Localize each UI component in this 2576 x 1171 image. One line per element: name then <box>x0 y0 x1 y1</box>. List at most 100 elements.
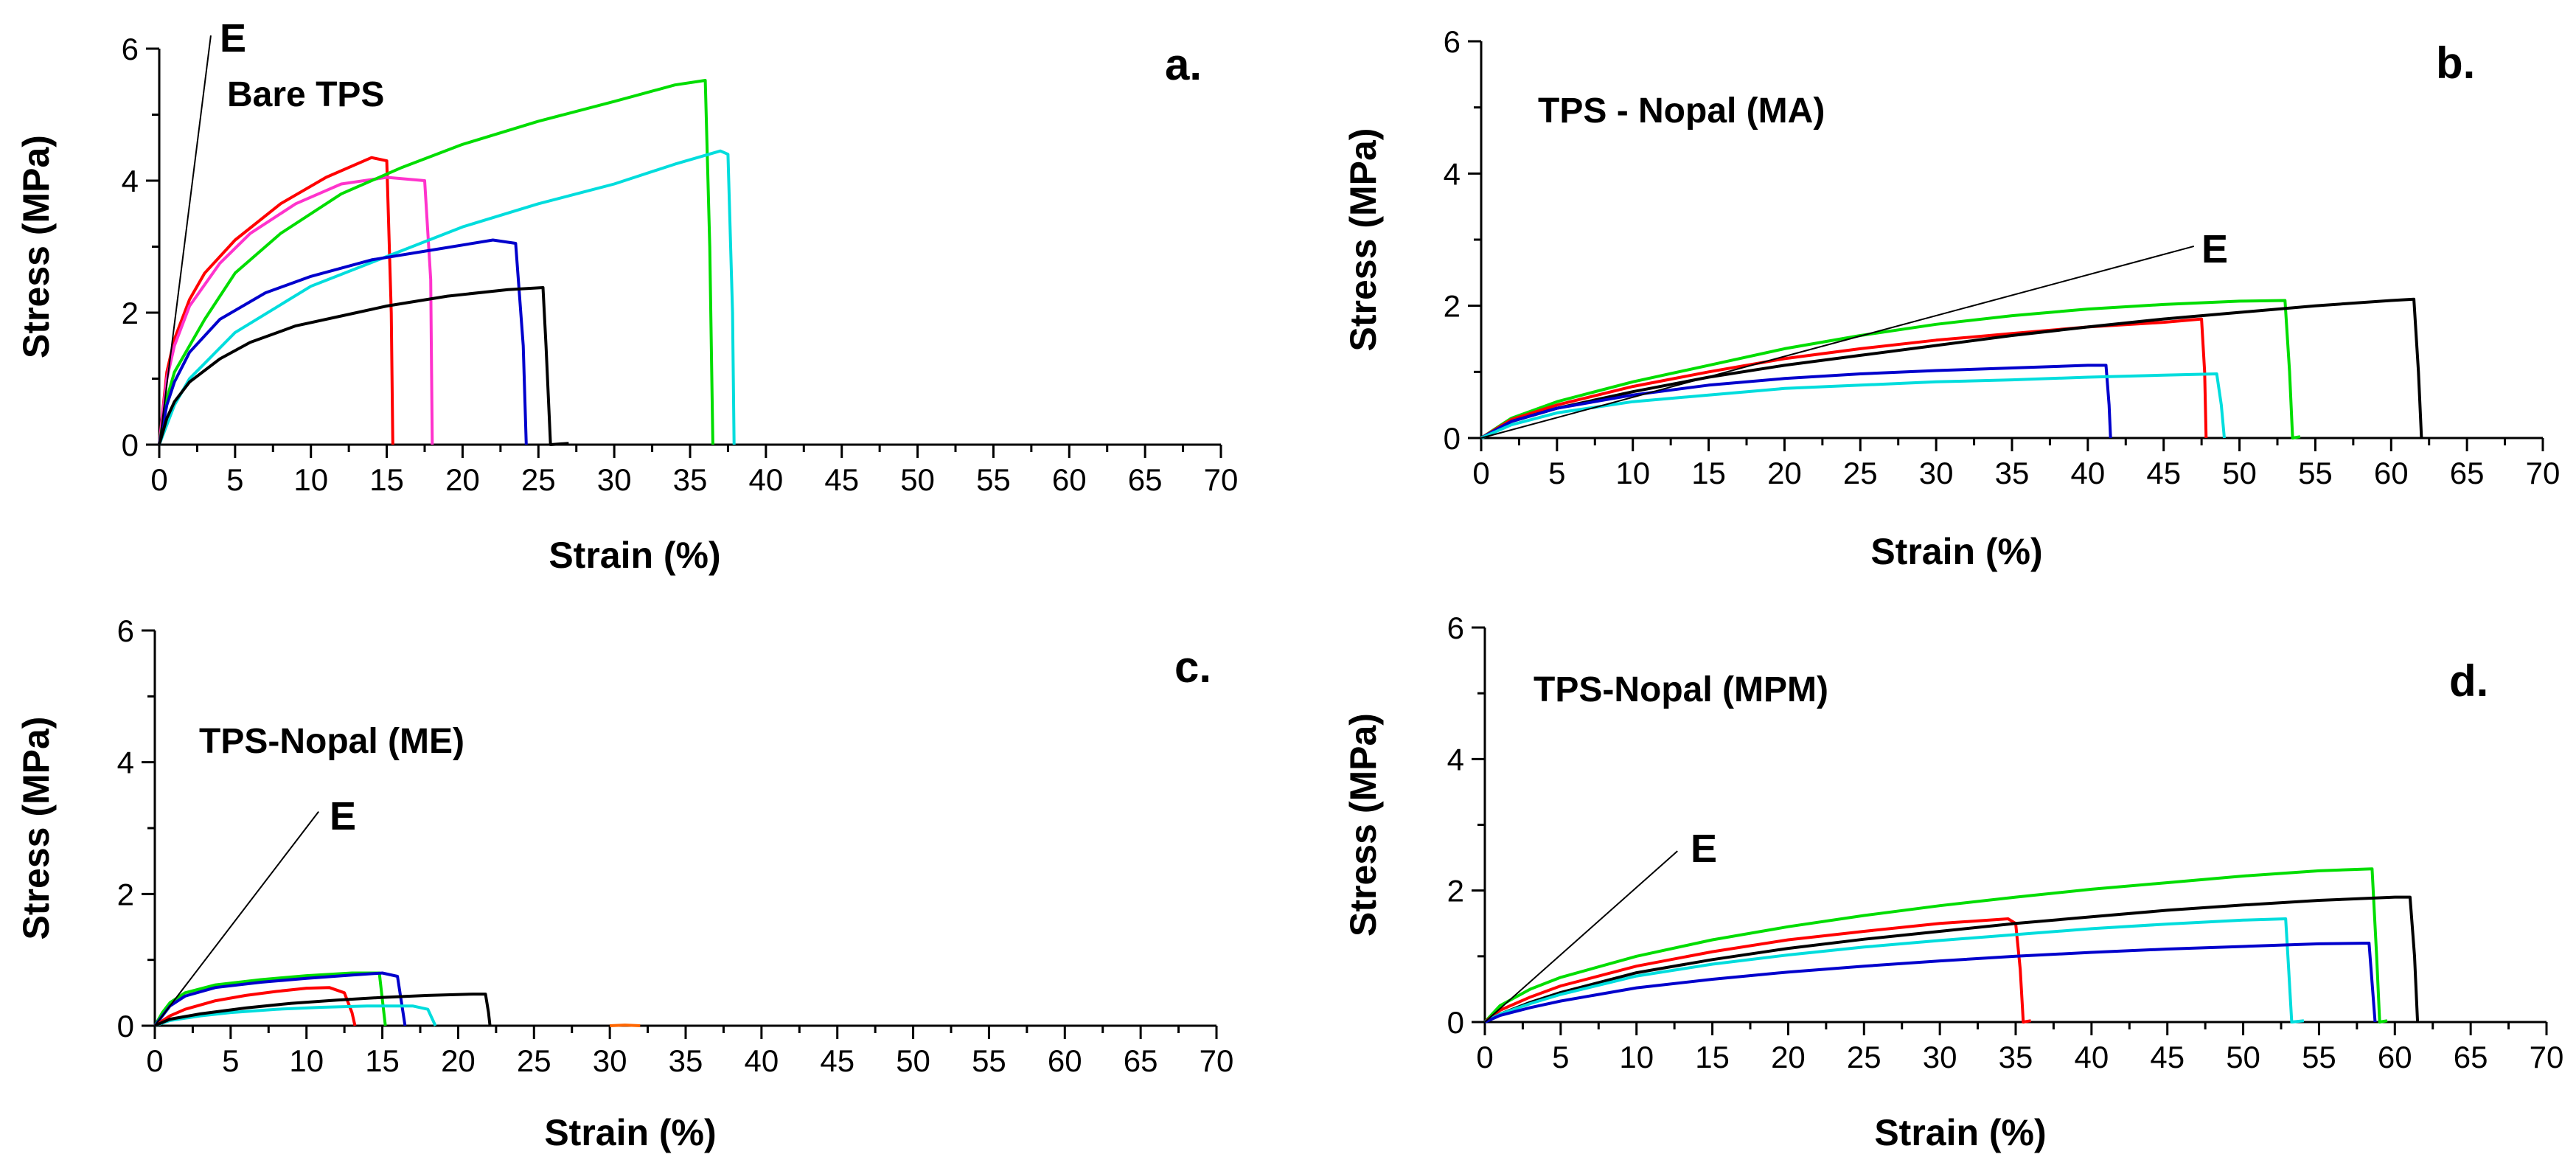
panel-d: 0 5 10 15 20 25 30 35 40 45 50 55 60 65 70 0 2 4 6 Strain (… <box>1343 611 2563 1153</box>
x-tick-label: 15 <box>369 462 404 497</box>
x-tick-label: 25 <box>1847 1040 1881 1074</box>
x-tick-label: 65 <box>2450 456 2485 490</box>
x-tick-label: 20 <box>1767 456 1802 490</box>
x-tick-label: 55 <box>976 462 1011 497</box>
x-tick-label: 70 <box>1200 1043 1234 1078</box>
y-tick-label: 4 <box>122 164 139 198</box>
x-tick-label: 70 <box>1204 462 1239 497</box>
x-tick-label: 55 <box>972 1043 1006 1078</box>
series-green-curve <box>158 79 714 445</box>
x-tick-label: 10 <box>1619 1040 1654 1074</box>
panel-label: b. <box>2436 38 2475 88</box>
series-magenta-curve <box>158 176 434 445</box>
x-tick-label: 55 <box>2302 1040 2336 1074</box>
y-axis-title: Stress (MPa) <box>15 135 57 358</box>
x-axis-title: Strain (%) <box>549 535 720 576</box>
x-tick-label: 25 <box>517 1043 551 1078</box>
series-green-curve <box>1483 867 2388 1024</box>
y-tick-label: 0 <box>117 1009 134 1043</box>
x-tick-label: 65 <box>2454 1040 2488 1074</box>
x-tick-label: 10 <box>293 462 328 497</box>
panel-label: d. <box>2449 656 2488 706</box>
x-tick-label: 20 <box>445 462 480 497</box>
x-tick-label: 60 <box>1048 1043 1082 1078</box>
x-tick-label: 40 <box>748 462 783 497</box>
x-tick-label: 25 <box>521 462 556 497</box>
x-tick-label: 0 <box>1476 1040 1493 1074</box>
x-tick-label: 45 <box>824 462 859 497</box>
y-tick-label: 2 <box>122 296 139 330</box>
series-black-curve <box>158 286 569 446</box>
modulus-line <box>154 811 319 1026</box>
x-tick-label: 35 <box>1999 1040 2033 1074</box>
series-red-curve <box>1480 317 2208 439</box>
series-cyan-curve <box>1484 917 2305 1024</box>
x-tick-label: 40 <box>2070 456 2105 490</box>
modulus-line <box>159 35 212 445</box>
series-black-curve <box>1484 895 2420 1024</box>
panel-c: 0 5 10 15 20 25 30 35 40 45 50 55 60 65 70 0 2 4 6 Strain (… <box>15 614 1233 1153</box>
y-axis-title: Stress (MPa) <box>15 717 57 940</box>
y-tick-label: 4 <box>1447 742 1464 776</box>
x-tick-label: 65 <box>1124 1043 1158 1078</box>
x-tick-label: 5 <box>226 462 243 497</box>
series-blue-curve <box>1484 942 2377 1024</box>
modulus-e-label: E <box>1691 827 1717 871</box>
y-tick-label: 6 <box>1447 611 1464 645</box>
x-tick-label: 50 <box>900 462 935 497</box>
modulus-e-label: E <box>2201 227 2228 271</box>
x-tick-label: 5 <box>1552 1040 1569 1074</box>
modulus-line <box>1480 246 2195 439</box>
y-tick-label: 0 <box>122 428 139 462</box>
y-tick-label: 0 <box>1444 421 1461 456</box>
x-tick-label: 40 <box>744 1043 779 1078</box>
x-tick-label: 0 <box>1472 456 1489 490</box>
y-tick-label: 2 <box>117 877 134 911</box>
x-tick-label: 15 <box>1691 456 1726 490</box>
x-tick-label: 20 <box>1771 1040 1806 1074</box>
panel-a: 0 5 10 15 20 25 30 35 40 45 50 55 60 65 70 0 2 4 6 Strain (… <box>15 16 1238 576</box>
series-orange-curve <box>610 1024 641 1027</box>
y-axis-title: Stress (MPa) <box>1343 128 1384 352</box>
panel-label: a. <box>1165 40 1202 89</box>
x-tick-label: 45 <box>2150 1040 2185 1074</box>
x-tick-label: 30 <box>597 462 632 497</box>
x-tick-label: 15 <box>365 1043 400 1078</box>
y-tick-label: 4 <box>1444 156 1461 191</box>
x-tick-label: 25 <box>1843 456 1878 490</box>
x-tick-label: 10 <box>289 1043 324 1078</box>
x-tick-label: 30 <box>1919 456 1954 490</box>
x-tick-label: 0 <box>146 1043 163 1078</box>
sample-title: TPS-Nopal (MPM) <box>1534 670 1828 709</box>
x-tick-label: 60 <box>1052 462 1087 497</box>
sample-title: Bare TPS <box>227 75 384 114</box>
panel-label: c. <box>1174 642 1211 692</box>
y-tick-label: 6 <box>117 614 134 648</box>
y-tick-label: 6 <box>1444 24 1461 59</box>
x-tick-label: 60 <box>2378 1040 2412 1074</box>
y-tick-label: 4 <box>117 746 134 780</box>
x-tick-label: 0 <box>150 462 167 497</box>
x-tick-label: 5 <box>1548 456 1565 490</box>
series-cyan-curve <box>1480 372 2226 439</box>
sample-title: TPS - Nopal (MA) <box>1538 91 1825 131</box>
x-tick-label: 65 <box>1128 462 1163 497</box>
series-red-curve <box>158 156 394 445</box>
x-tick-label: 35 <box>669 1043 703 1078</box>
x-tick-label: 45 <box>2146 456 2181 490</box>
x-axis-title: Strain (%) <box>1870 531 2042 572</box>
series-black-curve <box>1480 297 2423 439</box>
x-tick-label: 5 <box>222 1043 239 1078</box>
x-tick-label: 40 <box>2074 1040 2109 1074</box>
x-tick-label: 30 <box>593 1043 627 1078</box>
y-axis-title: Stress (MPa) <box>1343 713 1384 937</box>
x-tick-label: 55 <box>2298 456 2333 490</box>
series-black-curve <box>154 993 492 1027</box>
x-tick-label: 15 <box>1695 1040 1730 1074</box>
x-tick-label: 30 <box>1923 1040 1957 1074</box>
modulus-e-label: E <box>220 16 246 60</box>
series-blue-curve <box>1480 364 2112 439</box>
x-tick-label: 50 <box>2226 1040 2260 1074</box>
x-tick-label: 70 <box>2526 456 2561 490</box>
